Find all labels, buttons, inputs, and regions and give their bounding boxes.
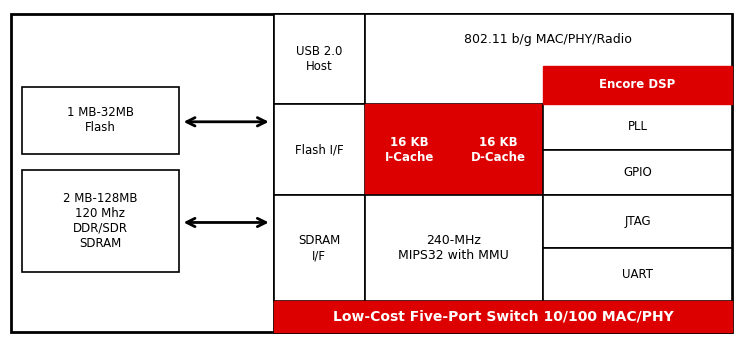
Text: 16 KB
I-Cache: 16 KB I-Cache [385,136,434,164]
Text: JTAG: JTAG [624,215,651,228]
FancyBboxPatch shape [543,195,732,248]
FancyBboxPatch shape [543,66,732,104]
Text: Low-Cost Five-Port Switch 10/100 MAC/PHY: Low-Cost Five-Port Switch 10/100 MAC/PHY [333,310,673,324]
FancyBboxPatch shape [274,14,732,332]
Text: Encore DSP: Encore DSP [600,79,676,91]
FancyBboxPatch shape [543,150,732,195]
Text: 2 MB-128MB
120 Mhz
DDR/SDR
SDRAM: 2 MB-128MB 120 Mhz DDR/SDR SDRAM [63,192,138,249]
FancyBboxPatch shape [22,86,179,154]
FancyBboxPatch shape [365,14,732,104]
FancyBboxPatch shape [274,104,365,195]
Text: SDRAM
I/F: SDRAM I/F [298,234,340,262]
FancyBboxPatch shape [543,104,732,150]
FancyBboxPatch shape [543,248,732,301]
FancyBboxPatch shape [274,301,732,332]
FancyBboxPatch shape [365,104,454,195]
FancyBboxPatch shape [274,195,365,301]
Text: UART: UART [622,268,653,281]
Text: 240-MHz
MIPS32 with MMU: 240-MHz MIPS32 with MMU [399,234,509,262]
Text: GPIO: GPIO [623,166,652,179]
FancyBboxPatch shape [274,14,365,104]
Text: 1 MB-32MB
Flash: 1 MB-32MB Flash [67,106,134,134]
Text: USB 2.0
Host: USB 2.0 Host [296,45,342,73]
Text: 802.11 b/g MAC/PHY/Radio: 802.11 b/g MAC/PHY/Radio [464,33,632,46]
FancyBboxPatch shape [454,104,543,195]
Text: 16 KB
D-Cache: 16 KB D-Cache [471,136,526,164]
FancyBboxPatch shape [22,170,179,272]
Text: Flash I/F: Flash I/F [295,143,344,156]
FancyBboxPatch shape [365,195,543,301]
Text: PLL: PLL [628,120,647,133]
FancyBboxPatch shape [11,14,731,332]
